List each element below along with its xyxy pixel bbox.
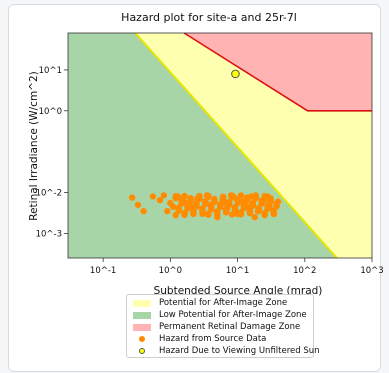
source-hazard-point [178,200,185,207]
legend-swatch [133,299,151,307]
source-hazard-point [205,193,212,201]
permanent-damage-zone [184,33,372,111]
source-hazard-point [228,194,236,201]
source-hazard-point [264,205,271,212]
x-tick-label: 10^3 [360,266,383,276]
source-hazard-point [156,196,164,204]
sun-hazard-point [231,69,240,79]
source-hazard-point [149,193,157,200]
source-hazard-point [184,205,191,212]
source-hazard-point [267,198,274,205]
source-hazard-point [134,201,142,209]
legend-swatch [133,323,151,331]
source-hazard-point [211,198,218,206]
source-hazard-point [181,211,188,219]
source-hazard-point [219,196,227,203]
legend-label: Low Potential for After-Image Zone [159,310,307,320]
source-hazard-point [167,199,174,207]
source-hazard-point [190,210,197,217]
source-hazard-point [172,194,179,202]
source-hazard-point [208,206,215,213]
source-hazard-point [231,206,239,214]
source-hazard-point [243,197,251,204]
source-hazard-point [222,209,230,216]
source-hazard-point [181,192,188,200]
x-tick-label: 10^2 [293,266,316,276]
legend-label: Potential for After-Image Zone [159,298,288,308]
legend-swatch [133,311,151,319]
source-hazard-point [199,208,206,215]
source-hazard-point [237,192,245,199]
source-hazard-point [249,202,257,209]
source-hazard-point [246,209,254,217]
source-hazard-point [273,203,280,210]
source-hazard-point [234,199,242,206]
legend-item-after-image: Potential for After-Image Zone [133,297,307,309]
y-axis-label: Retinal Irradiance (W/cm^2) [28,71,40,220]
source-hazard-point [216,203,224,211]
source-hazard-point [175,207,182,214]
y-tick-label: 10^-2 [36,189,62,199]
legend-item-source-hazard: Hazard from Source Data [133,333,307,345]
legend-label: Hazard from Source Data [159,334,267,344]
source-hazard-point [261,211,268,219]
source-hazard-point [205,211,212,218]
source-hazard-point [128,194,136,201]
source-hazard-point [258,200,265,207]
legend-item-sun-hazard: Hazard Due to Viewing Unfiltered Sun [133,345,320,357]
source-hazard-point [261,193,268,200]
source-hazard-point [240,204,248,212]
x-tick-label: 10^-1 [90,266,116,276]
legend-marker [133,348,151,354]
source-hazard-point [225,201,233,209]
legend-label: Hazard Due to Viewing Unfiltered Sun [159,346,320,356]
source-hazard-point [214,211,221,218]
y-tick-label: 10^0 [39,107,62,117]
chart-title: Hazard plot for site-a and 25r-7l [121,11,297,24]
legend-item-permanent-damage: Permanent Retinal Damage Zone [133,321,307,333]
source-hazard-point [252,195,259,202]
source-hazard-point [164,207,171,215]
source-hazard-point [251,213,258,221]
source-hazard-point [255,207,262,215]
y-tick-label: 10^-3 [36,229,62,239]
after-image-boundary [134,32,338,259]
source-hazard-point [193,203,200,210]
x-tick-label: 10^1 [226,266,249,276]
y-tick-label: 10^1 [39,66,62,76]
x-tick-label: 10^0 [159,266,182,276]
source-hazard-point [270,210,277,218]
legend-item-low-potential: Low Potential for After-Image Zone [133,309,307,321]
source-hazard-point [196,195,203,203]
legend-marker [133,336,151,342]
damage-boundary [183,32,372,112]
source-hazard-point [160,192,168,199]
source-hazard-point [237,211,245,218]
plot-frame [67,32,373,259]
source-hazard-point [202,200,209,208]
source-hazard-point [140,207,147,215]
source-hazard-point [187,197,194,205]
chart-legend: Potential for After-Image Zone Low Poten… [126,294,320,358]
legend-label: Permanent Retinal Damage Zone [159,322,301,332]
